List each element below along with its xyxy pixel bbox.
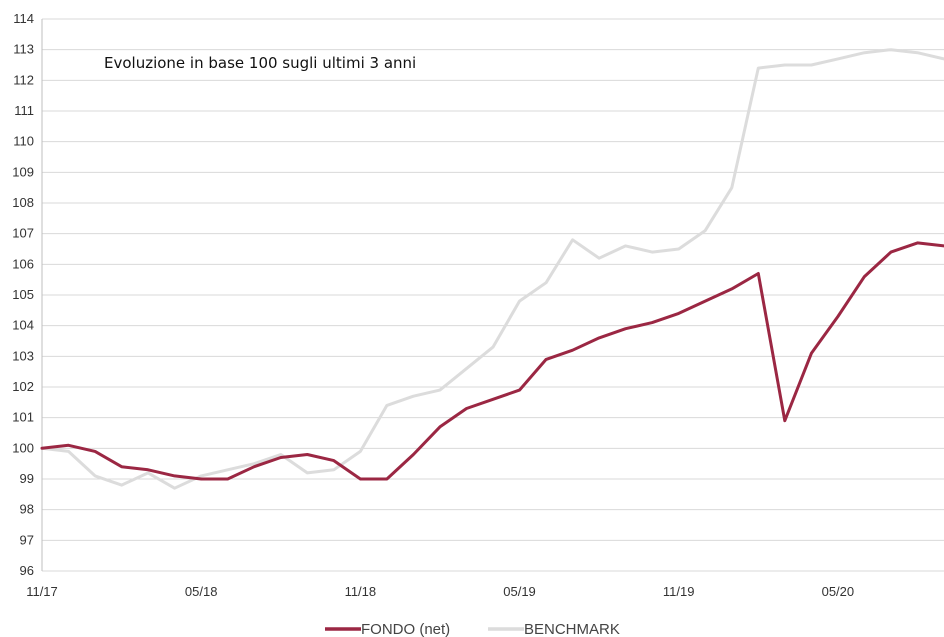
series-line-benchmark [40, 48, 944, 490]
y-tick-label: 97 [20, 532, 34, 547]
legend: FONDO (net) BENCHMARK [325, 621, 620, 637]
legend-label: BENCHMARK [524, 621, 620, 637]
y-tick-label: 112 [13, 72, 34, 87]
y-tick-label: 104 [12, 318, 34, 333]
series-lines [40, 48, 944, 490]
y-tick-label: 113 [13, 42, 34, 57]
y-tick-label: 103 [12, 348, 34, 363]
x-tick-label: 11/19 [663, 584, 695, 599]
y-tick-label: 99 [20, 471, 34, 486]
y-tick-label: 96 [20, 563, 34, 578]
series-line-fondo-net [40, 241, 944, 481]
y-tick-label: 98 [20, 502, 34, 517]
y-tick-label: 102 [12, 379, 34, 394]
y-tick-label: 105 [12, 287, 34, 302]
x-tick-label: 05/20 [822, 584, 855, 599]
y-tick-label: 109 [12, 164, 34, 179]
y-tick-label: 107 [12, 226, 34, 241]
x-tick-label: 05/18 [185, 584, 218, 599]
y-tick-label: 108 [12, 195, 34, 210]
x-tick-label: 11/17 [26, 584, 58, 599]
y-tick-label: 101 [12, 410, 34, 425]
x-axis-ticks: 11/17 05/18 11/18 05/19 11/19 05/20 [26, 584, 854, 599]
x-tick-label: 11/18 [345, 584, 377, 599]
y-axis-ticks: 96 97 98 99 100 101 102 103 104 105 106 107 108 109 11… [12, 11, 34, 578]
y-tick-label: 111 [14, 103, 34, 118]
y-tick-label: 110 [13, 134, 34, 149]
y-tick-label: 100 [12, 440, 34, 455]
legend-label: FONDO (net) [361, 621, 450, 637]
gridlines [41, 18, 944, 572]
y-tick-label: 114 [13, 11, 34, 26]
y-tick-label: 106 [12, 256, 34, 271]
x-tick-label: 05/19 [503, 584, 536, 599]
chart-title: Evoluzione in base 100 sugli ultimi 3 an… [104, 54, 416, 72]
